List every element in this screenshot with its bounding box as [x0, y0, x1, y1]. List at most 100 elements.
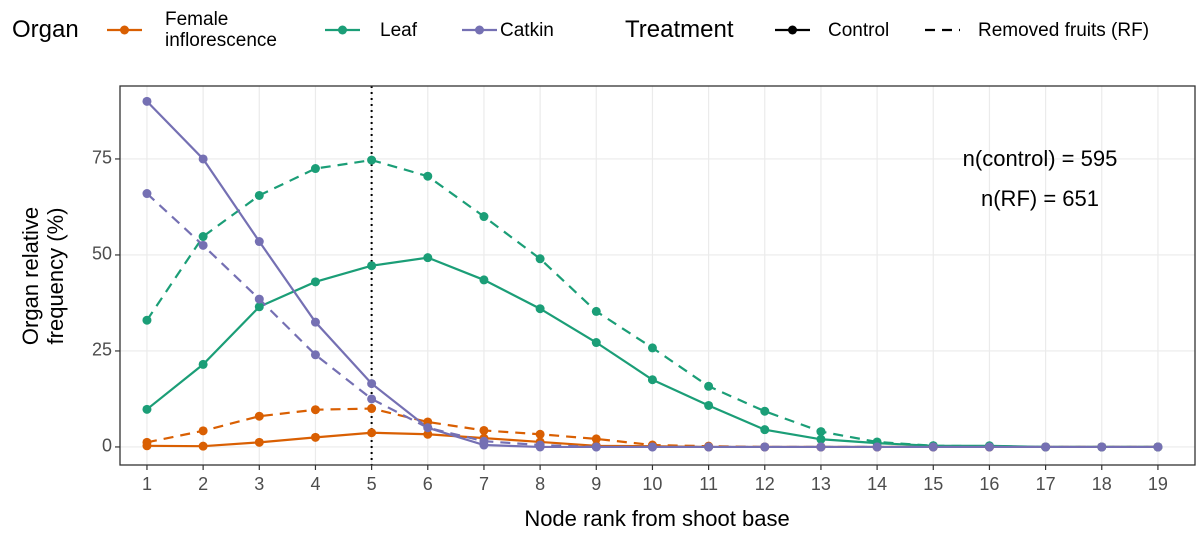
- y-tick-label: 50: [92, 244, 112, 264]
- legend-title: Organ: [12, 16, 79, 43]
- point: [198, 426, 208, 436]
- point: [310, 317, 320, 327]
- point: [535, 440, 545, 450]
- y-tick-label: 25: [92, 340, 112, 360]
- legend-label: Control: [828, 19, 890, 41]
- y-axis-label: frequency (%): [43, 208, 68, 345]
- point: [367, 261, 377, 271]
- x-tick-label: 18: [1092, 474, 1112, 494]
- point: [367, 379, 377, 389]
- x-tick-label: 6: [423, 474, 433, 494]
- x-tick-label: 8: [535, 474, 545, 494]
- x-axis-label: Node rank from shoot base: [524, 506, 789, 531]
- x-tick-label: 7: [479, 474, 489, 494]
- point: [310, 164, 320, 174]
- x-tick-label: 12: [755, 474, 775, 494]
- point: [198, 232, 208, 242]
- point: [760, 406, 770, 416]
- point: [423, 171, 433, 181]
- point: [591, 434, 601, 444]
- point: [142, 404, 152, 414]
- point: [198, 154, 208, 164]
- point: [423, 429, 433, 439]
- point: [760, 442, 770, 452]
- point: [479, 275, 489, 285]
- point: [310, 350, 320, 360]
- point: [142, 315, 152, 325]
- point: [535, 254, 545, 264]
- point: [423, 253, 433, 263]
- x-tick-label: 3: [254, 474, 264, 494]
- legend-label: Catkin: [500, 19, 554, 41]
- point: [704, 400, 714, 410]
- point: [647, 343, 657, 353]
- annotation: n(RF) = 651: [981, 186, 1099, 211]
- point: [254, 294, 264, 304]
- legend-key-point: [475, 25, 484, 35]
- point: [1097, 442, 1107, 452]
- point: [479, 425, 489, 435]
- point: [367, 155, 377, 165]
- point: [142, 189, 152, 199]
- point: [254, 302, 264, 312]
- x-tick-label: 2: [198, 474, 208, 494]
- point: [310, 405, 320, 415]
- point: [704, 442, 714, 452]
- x-tick-label: 10: [642, 474, 662, 494]
- point: [1041, 442, 1051, 452]
- x-tick-label: 17: [1036, 474, 1056, 494]
- point: [816, 427, 826, 437]
- point: [198, 441, 208, 451]
- y-tick-label: 75: [92, 148, 112, 168]
- point: [591, 442, 601, 452]
- point: [535, 429, 545, 439]
- point: [591, 306, 601, 316]
- legend-key-point: [338, 25, 347, 35]
- point: [816, 434, 826, 444]
- point: [254, 411, 264, 421]
- point: [198, 240, 208, 250]
- point: [142, 437, 152, 447]
- point: [310, 432, 320, 442]
- x-tick-label: 15: [923, 474, 943, 494]
- point: [142, 96, 152, 106]
- x-tick-label: 4: [310, 474, 320, 494]
- point: [367, 404, 377, 414]
- point: [647, 375, 657, 385]
- point: [198, 359, 208, 369]
- point: [254, 237, 264, 247]
- annotation: n(control) = 595: [963, 146, 1118, 171]
- point: [1153, 442, 1163, 452]
- point: [479, 212, 489, 222]
- point: [816, 442, 826, 452]
- x-tick-label: 19: [1148, 474, 1168, 494]
- x-tick-label: 11: [699, 474, 718, 494]
- x-tick-label: 9: [591, 474, 601, 494]
- legend-key-point: [120, 25, 129, 35]
- x-tick-label: 13: [811, 474, 831, 494]
- y-axis-label: Organ relative: [18, 207, 43, 345]
- point: [928, 442, 938, 452]
- point: [423, 423, 433, 433]
- legend-label: Leaf: [380, 19, 417, 41]
- point: [760, 425, 770, 435]
- x-tick-label: 14: [867, 474, 887, 494]
- legend-label: Removed fruits (RF): [978, 19, 1150, 41]
- point: [310, 277, 320, 287]
- point: [591, 338, 601, 348]
- point: [254, 190, 264, 200]
- legend-label: Female inflorescence: [165, 9, 277, 51]
- y-tick-label: 0: [102, 436, 112, 456]
- point: [872, 442, 882, 452]
- point: [479, 436, 489, 446]
- x-tick-label: 5: [367, 474, 377, 494]
- legend-key-point: [788, 25, 797, 35]
- point: [984, 442, 994, 452]
- x-tick-label: 16: [979, 474, 999, 494]
- panel-border: [119, 85, 1196, 466]
- point: [535, 304, 545, 314]
- x-tick-label: 1: [142, 474, 152, 494]
